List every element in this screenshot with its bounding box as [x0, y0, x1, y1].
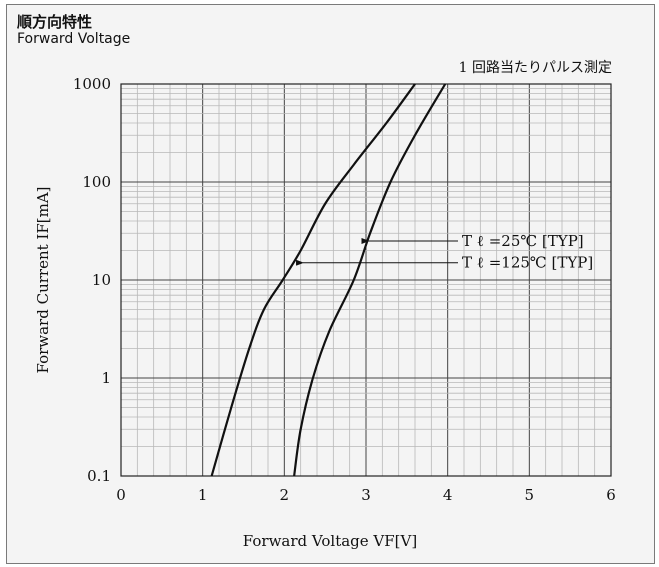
- x-tick-label: 0: [116, 486, 126, 504]
- y-axis-label: Forward Current IF[mA]: [34, 186, 52, 373]
- series-layer: [210, 83, 447, 477]
- chart-title-en: Forward Voltage: [17, 31, 131, 47]
- annotations: T ℓ =25℃ [TYP] T ℓ =125℃ [TYP]: [296, 232, 593, 272]
- x-tick-label: 1: [198, 486, 208, 504]
- x-axis-label: Forward Voltage VF[V]: [243, 532, 417, 550]
- measurement-note: 1 回路当たりパルス測定: [459, 60, 612, 76]
- y-tick-label: 1: [101, 369, 111, 387]
- y-tick-label: 1000: [73, 75, 111, 93]
- plot-frame: [120, 83, 612, 477]
- x-tick-label: 3: [361, 486, 371, 504]
- chart-title-jp: 順方向特性: [17, 13, 93, 31]
- tick-labels: 0 1 2 3 4 5 6 0.1 1 10 100 1000: [73, 75, 616, 504]
- x-tick-label: 2: [280, 486, 290, 504]
- y-tick-label: 0.1: [87, 467, 111, 485]
- y-tick-label: 100: [82, 173, 111, 191]
- y-tick-label: 10: [92, 271, 111, 289]
- annotation-label: T ℓ =125℃ [TYP]: [462, 254, 593, 272]
- series-line-2: [293, 83, 447, 477]
- chart-panel: 順方向特性 Forward Voltage: [6, 4, 655, 564]
- x-tick-label: 4: [443, 486, 453, 504]
- x-tick-label: 5: [525, 486, 535, 504]
- series-line-1: [210, 83, 416, 477]
- chart-grid: [121, 84, 611, 476]
- x-tick-label: 6: [606, 486, 616, 504]
- annotation-label: T ℓ =25℃ [TYP]: [462, 232, 584, 250]
